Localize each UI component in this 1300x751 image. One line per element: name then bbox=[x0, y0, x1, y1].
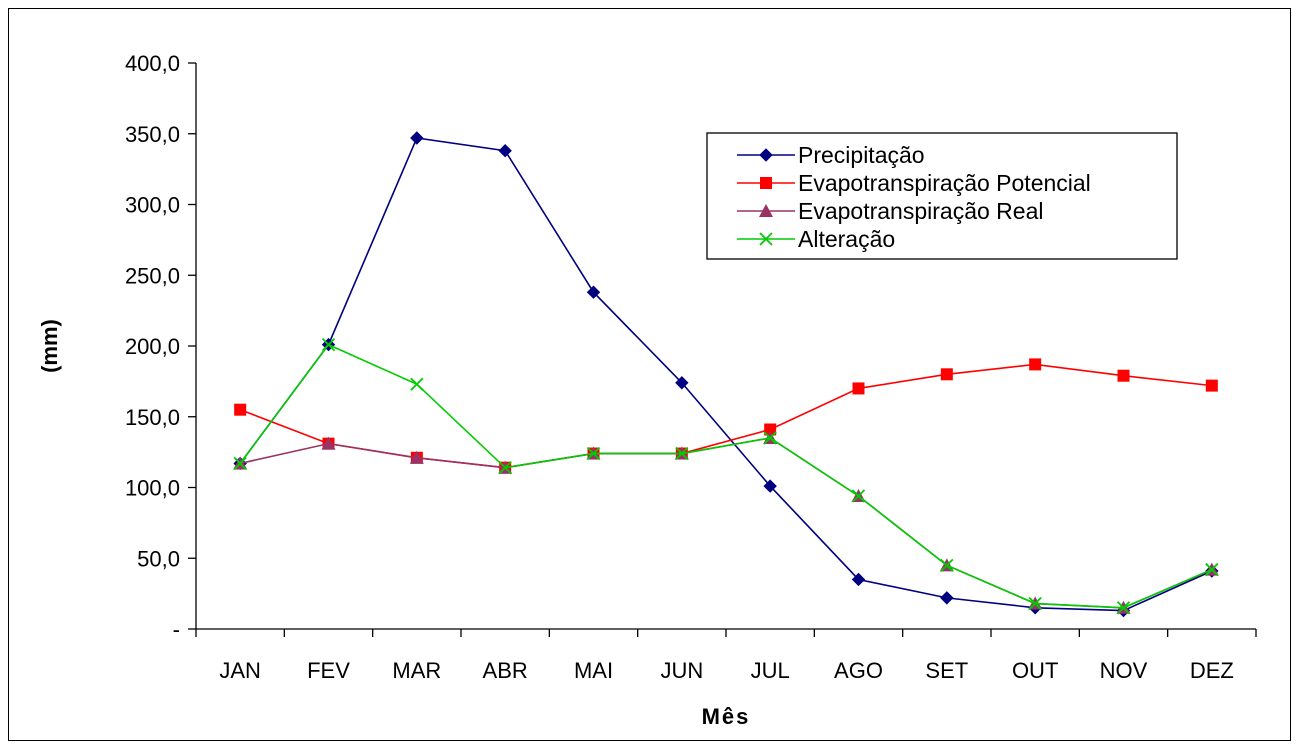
legend-item: Precipitação bbox=[737, 142, 925, 168]
data-point bbox=[321, 436, 336, 450]
data-point bbox=[1116, 601, 1131, 615]
legend-item: Evapotranspiração Real bbox=[737, 198, 1043, 224]
data-point bbox=[763, 479, 777, 493]
x-tick-label: JUL bbox=[751, 658, 790, 683]
data-point bbox=[410, 377, 424, 391]
data-point bbox=[1028, 596, 1042, 611]
data-point bbox=[233, 456, 247, 471]
x-tick-labels: JAN FEV MAR ABR MAI JUN JUL AGO SET OUT NOV DEZ bbox=[219, 658, 1233, 683]
series-line bbox=[239, 437, 1213, 609]
data-point bbox=[851, 489, 866, 503]
data-point bbox=[586, 285, 601, 299]
x-marker-stroke bbox=[1028, 596, 1042, 611]
legend-marker bbox=[759, 148, 773, 162]
y-tick-labels: - 50,0 100,0 150,0 200,0 250,0 300,0 350,0 400,0 bbox=[125, 51, 180, 642]
y-tick-label: 400,0 bbox=[125, 51, 180, 76]
legend-label: Evapotranspiração Real bbox=[798, 198, 1043, 224]
x-tick-label: SET bbox=[925, 658, 968, 683]
data-point bbox=[940, 368, 953, 381]
series-3 bbox=[233, 337, 1219, 615]
x-tick-label: OUT bbox=[1012, 658, 1058, 683]
x-tick-label: AGO bbox=[834, 658, 883, 683]
y-tick-label: 350,0 bbox=[125, 122, 180, 147]
y-tick-label: 150,0 bbox=[125, 405, 180, 430]
legend-label: Alteração bbox=[798, 226, 895, 252]
data-point bbox=[763, 431, 777, 445]
chart-frame bbox=[8, 8, 1291, 741]
x-marker-stroke bbox=[940, 558, 954, 572]
data-point bbox=[764, 423, 777, 436]
legend-box bbox=[706, 132, 1178, 260]
data-point bbox=[1029, 358, 1042, 371]
data-point bbox=[1205, 379, 1218, 392]
data-point bbox=[851, 572, 866, 587]
legend-marker bbox=[760, 177, 772, 189]
y-tick-label: 300,0 bbox=[125, 193, 180, 218]
x-marker-stroke bbox=[759, 232, 773, 246]
data-point bbox=[498, 144, 512, 158]
data-point bbox=[410, 131, 424, 145]
data-point bbox=[234, 403, 247, 416]
legend-item: Alteração bbox=[737, 226, 895, 252]
x-marker-stroke bbox=[1205, 562, 1219, 577]
x-marker-stroke bbox=[675, 446, 689, 461]
x-marker-stroke bbox=[498, 461, 512, 475]
x-tick-label: NOV bbox=[1100, 658, 1148, 683]
x-marker-stroke bbox=[763, 431, 777, 445]
x-axis-title: Mês bbox=[702, 704, 751, 729]
x-marker-stroke bbox=[586, 446, 601, 461]
y-tick-label: 200,0 bbox=[125, 334, 180, 359]
data-point bbox=[409, 450, 424, 464]
x-tick-label: DEZ bbox=[1190, 658, 1234, 683]
data-point bbox=[1205, 562, 1219, 577]
x-marker-stroke bbox=[410, 377, 424, 391]
x-marker-stroke bbox=[233, 456, 247, 471]
series-line bbox=[239, 137, 1213, 612]
x-tick-label: MAR bbox=[392, 658, 441, 683]
y-axis-title: (mm) bbox=[37, 319, 62, 373]
x-tick-label: JUN bbox=[660, 658, 703, 683]
x-tick-label: ABR bbox=[483, 658, 528, 683]
y-tick-label: 50,0 bbox=[137, 546, 180, 571]
data-point bbox=[675, 376, 689, 390]
x-marker-stroke bbox=[1116, 601, 1131, 615]
series-line bbox=[239, 343, 1213, 609]
series-1 bbox=[234, 358, 1218, 474]
y-tick-label: 100,0 bbox=[125, 476, 180, 501]
data-point bbox=[586, 446, 601, 461]
legend-label: Evapotranspiração Potencial bbox=[798, 170, 1091, 196]
x-tick-label: FEV bbox=[307, 658, 350, 683]
series-lines bbox=[233, 131, 1219, 618]
legend-label: Precipitação bbox=[798, 142, 925, 168]
data-point bbox=[321, 337, 336, 352]
x-marker-stroke bbox=[321, 337, 336, 352]
data-point bbox=[1117, 369, 1130, 382]
y-tick-label: - bbox=[173, 617, 180, 642]
legend-marker bbox=[759, 204, 773, 217]
data-point bbox=[940, 591, 954, 605]
axes bbox=[188, 62, 1257, 637]
x-tick-label: MAI bbox=[574, 658, 613, 683]
data-point bbox=[940, 558, 954, 572]
data-point bbox=[675, 446, 689, 461]
series-2 bbox=[233, 430, 1219, 614]
data-point bbox=[498, 461, 512, 475]
x-marker-stroke bbox=[851, 489, 866, 503]
data-point bbox=[852, 382, 865, 395]
legend-item: Evapotranspiração Potencial bbox=[737, 170, 1091, 196]
x-tick-label: JAN bbox=[219, 658, 261, 683]
y-tick-label: 250,0 bbox=[125, 263, 180, 288]
legend-marker bbox=[759, 232, 773, 246]
